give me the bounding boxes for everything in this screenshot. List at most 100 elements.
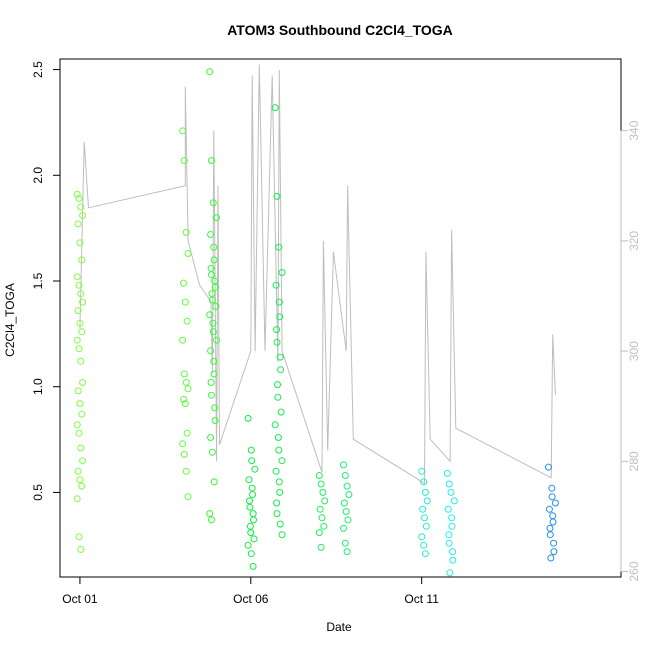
data-point	[77, 444, 85, 452]
data-point	[248, 457, 256, 465]
data-point	[549, 518, 557, 526]
data-point	[443, 469, 451, 477]
data-point	[247, 529, 255, 537]
data-point	[75, 281, 83, 289]
data-point	[551, 499, 559, 507]
points-layer	[73, 68, 559, 577]
series-flight-5	[271, 104, 286, 539]
y2-tick-label: 320	[627, 231, 641, 251]
data-point	[210, 370, 218, 378]
data-point	[180, 450, 188, 458]
data-point	[182, 467, 190, 475]
data-point	[275, 243, 283, 251]
data-point	[74, 307, 82, 315]
data-point	[182, 379, 190, 386]
data-point	[423, 497, 431, 505]
data-point	[208, 448, 216, 456]
data-point	[274, 393, 282, 401]
data-point	[73, 336, 81, 344]
data-point	[212, 302, 220, 310]
x-tick-label: Oct 11	[404, 592, 439, 606]
data-point	[546, 531, 554, 539]
series-flight-4	[244, 414, 259, 570]
data-point	[79, 457, 87, 465]
data-point	[245, 476, 253, 484]
data-point	[421, 488, 429, 496]
data-point	[209, 199, 217, 207]
data-point	[179, 440, 187, 448]
data-point	[342, 508, 350, 515]
data-point	[207, 434, 215, 441]
data-point	[77, 357, 85, 365]
data-point	[213, 336, 220, 344]
data-point	[183, 429, 191, 437]
data-point	[273, 338, 281, 346]
data-point	[340, 499, 348, 507]
data-point	[208, 157, 215, 164]
data-point	[73, 495, 81, 503]
data-point	[77, 203, 85, 211]
data-point	[246, 522, 254, 530]
data-point	[549, 512, 557, 520]
data-point	[278, 269, 286, 276]
data-point	[207, 231, 215, 238]
data-point	[250, 516, 257, 524]
right-axis-series-line	[79, 64, 556, 485]
data-point	[184, 493, 192, 501]
data-point	[343, 548, 351, 556]
series-flight-6	[315, 472, 329, 551]
data-point	[247, 446, 255, 454]
data-point	[211, 404, 219, 412]
data-point	[213, 214, 220, 222]
data-point	[183, 317, 191, 325]
data-point	[76, 319, 84, 327]
data-point	[206, 510, 214, 518]
data-point	[184, 250, 192, 257]
data-point	[274, 381, 281, 389]
data-point	[75, 533, 83, 541]
data-point	[341, 472, 349, 479]
data-point	[545, 463, 552, 471]
data-point	[75, 345, 83, 353]
x-tick-label: Oct 06	[233, 592, 269, 606]
data-point	[318, 514, 326, 522]
data-point	[251, 465, 259, 473]
data-point	[447, 488, 455, 496]
data-point	[275, 446, 283, 454]
data-point	[207, 347, 215, 355]
data-point	[209, 328, 217, 336]
data-point	[550, 548, 558, 556]
y2-tick-label: 280	[627, 451, 641, 471]
series-flight-3	[206, 68, 220, 524]
data-point	[449, 548, 456, 556]
x-tick-label: Oct 01	[62, 592, 98, 606]
data-point	[75, 195, 83, 202]
data-point	[74, 387, 82, 395]
data-point	[343, 482, 351, 490]
data-point	[74, 220, 82, 228]
series-flight-2	[179, 127, 192, 501]
plot-frame	[59, 58, 622, 578]
data-point	[179, 336, 187, 344]
y-axis-label: C2Cl4_TOGA	[3, 283, 17, 357]
data-point	[211, 417, 219, 424]
data-point	[247, 550, 255, 558]
y2-tick-label: 260	[627, 561, 641, 581]
data-point	[317, 543, 325, 551]
data-point	[207, 379, 215, 386]
data-point	[78, 328, 86, 336]
y-tick-label: 0.5	[31, 484, 45, 501]
data-point	[250, 535, 258, 543]
data-point	[419, 505, 427, 513]
data-point	[271, 421, 279, 429]
data-point	[76, 400, 84, 408]
data-point	[420, 541, 428, 549]
data-point	[73, 190, 81, 198]
data-point	[210, 243, 218, 251]
data-point	[210, 256, 218, 264]
data-point	[273, 326, 281, 334]
data-point	[276, 353, 284, 361]
axes-layer: Oct 01 Oct 06 Oct 11 0.5 1.0 1.5 2.0 2.5 260 280 3…	[31, 61, 641, 606]
data-point	[418, 467, 426, 475]
